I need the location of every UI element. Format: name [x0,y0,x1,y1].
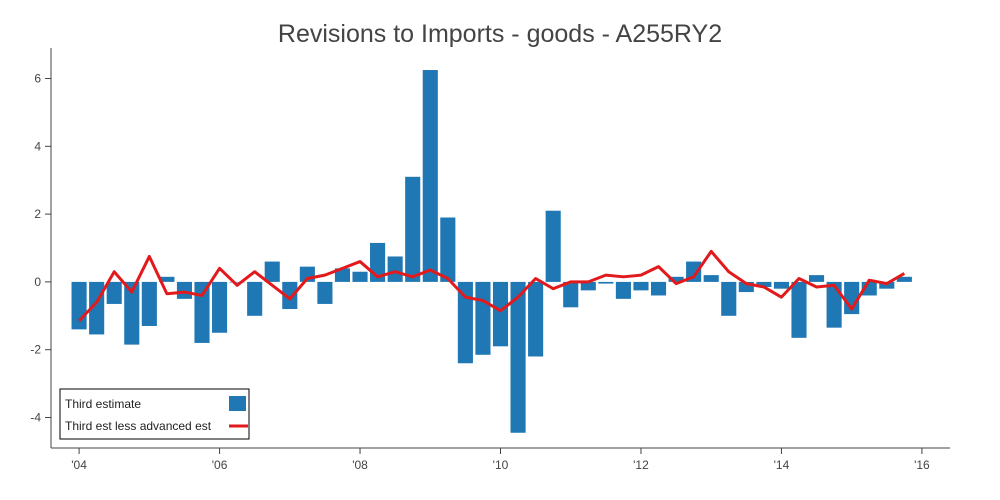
bar-2011Q2 [580,281,596,291]
bar-2015Q3 [879,281,895,289]
chart-title: Revisions to Imports - goods - A255RY2 [278,20,722,48]
bar-2005Q4 [194,281,210,343]
y-tick-label: 4 [34,139,41,153]
legend: Third estimate Third est less advanced e… [59,388,250,440]
legend-label-third-est-less-advanced-est: Third est less advanced est [65,419,212,433]
bar-2014Q3 [809,275,825,282]
bar-2007Q1 [282,281,298,310]
y-tick-label: 6 [34,72,41,86]
bar-2007Q4 [334,268,351,282]
bar-2014Q4 [826,281,842,328]
bar-2008Q4 [405,176,421,282]
bar-2004Q4 [124,281,140,345]
y-tick-label: -2 [30,343,41,357]
bar-2008Q3 [387,256,403,282]
x-tick-label: '12 [633,458,649,472]
bar-2009Q1 [422,70,438,282]
y-tick-label: -4 [30,410,41,424]
y-tick-label: 2 [34,207,41,221]
bar-2009Q2 [440,217,456,282]
bar-2013Q4 [756,281,772,287]
bar-2010Q3 [528,281,544,357]
bar-2012Q1 [633,281,649,291]
bar-2004Q3 [106,281,122,304]
bar-2006Q2 [229,281,245,283]
bar-2009Q4 [475,281,491,355]
bar-2009Q3 [457,281,473,364]
bar-2012Q2 [650,281,667,296]
bar-2006Q3 [247,281,263,316]
bar-2015Q4 [896,276,912,282]
legend-swatch-third-estimate [229,396,246,411]
bar-2005Q3 [176,281,192,299]
bar-2008Q1 [352,271,368,282]
bar-2010Q2 [510,281,526,433]
bar-2011Q1 [563,281,579,308]
bar-2013Q3 [738,281,754,293]
bar-series [71,70,912,433]
legend-box [59,388,250,440]
x-tick-label: '08 [352,458,368,472]
bar-2010Q4 [545,210,561,282]
bar-2013Q2 [721,281,737,316]
bar-2005Q2 [159,276,175,282]
x-tick-label: '10 [493,458,509,472]
bar-2011Q3 [598,281,614,284]
bar-2014Q1 [773,281,789,289]
bar-2004Q1 [71,281,87,330]
bar-2006Q1 [212,281,228,333]
x-tick-label: '06 [212,458,228,472]
bar-2005Q1 [141,281,157,326]
x-tick-label: '14 [774,458,790,472]
legend-label-third-estimate: Third estimate [65,397,141,411]
line-third-est-less-advanced-est [77,249,906,322]
bar-2014Q2 [791,281,807,338]
y-tick-label: 0 [34,275,41,289]
bar-2010Q1 [492,281,509,347]
bar-2011Q4 [615,281,631,299]
y-axis-ticks: -4 -2 0 2 4 6 [30,72,51,424]
x-axis-ticks: '04 '06 '08 '10 '12 '14 '16 [71,448,930,472]
bar-2013Q1 [703,275,719,282]
bar-2007Q3 [317,281,333,304]
bar-2012Q3 [668,276,684,282]
x-tick-label: '04 [71,458,87,472]
bar-2006Q4 [264,261,280,282]
x-tick-label: '16 [914,458,930,472]
line-series [77,249,906,322]
